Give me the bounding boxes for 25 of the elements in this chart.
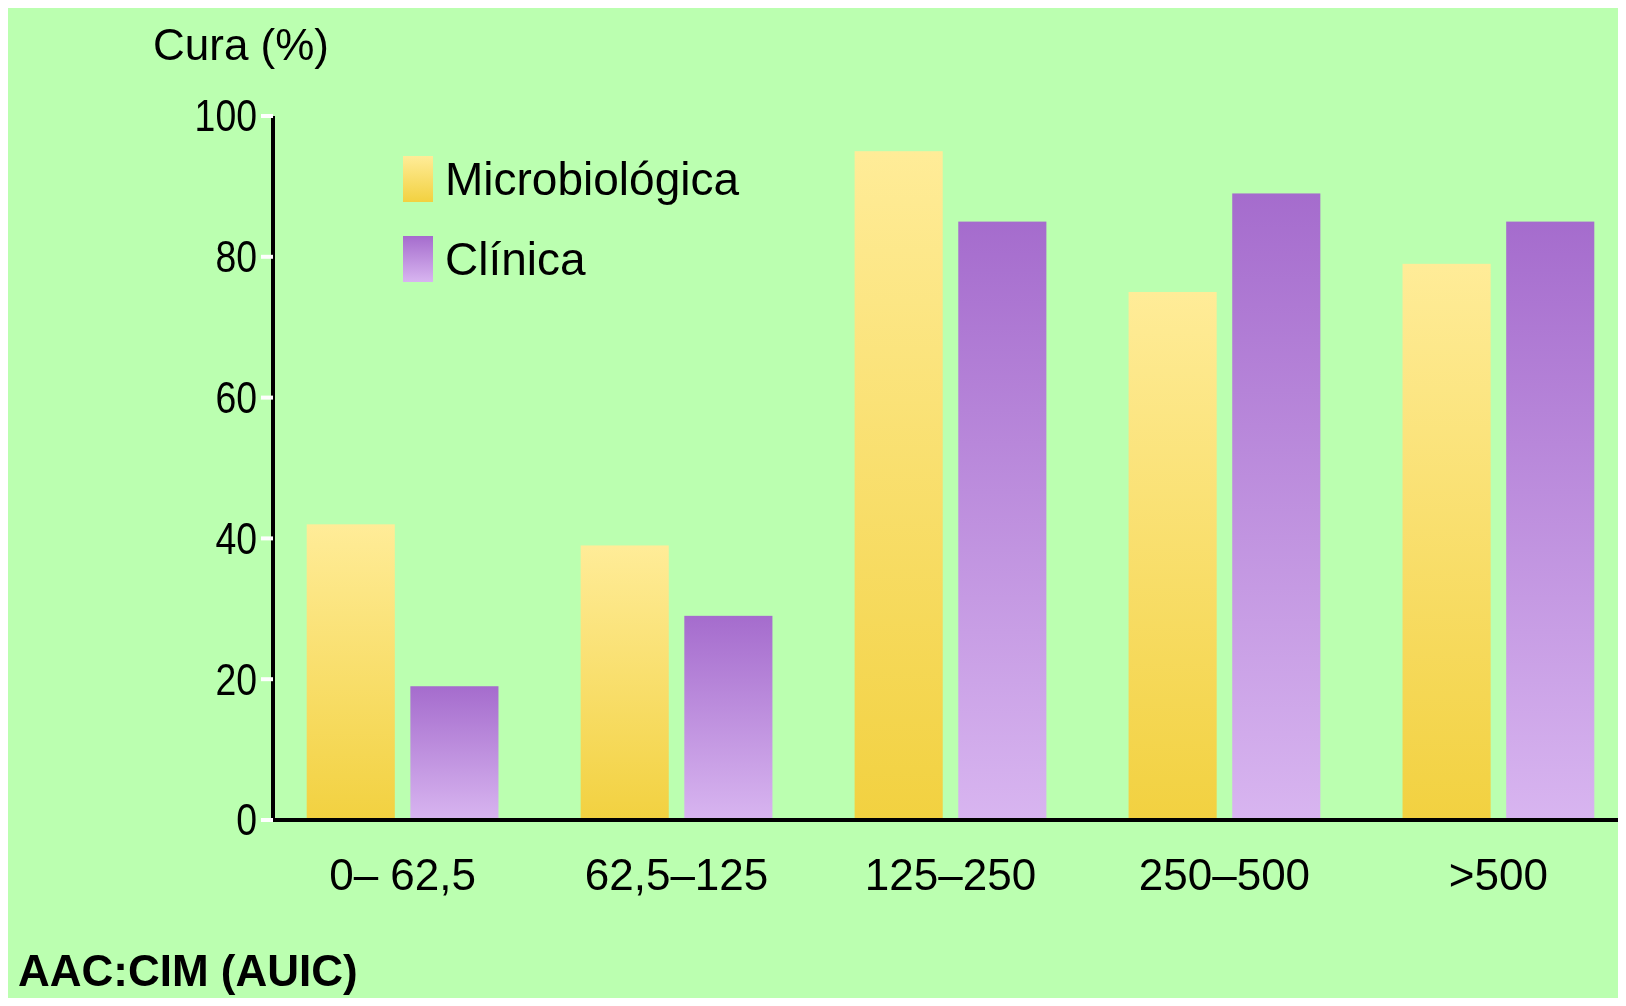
y-axis-title: Cura (%)	[153, 20, 330, 69]
x-tick-label: 0– 62,5	[329, 850, 476, 899]
y-tick-label: 100	[194, 91, 257, 142]
bar	[958, 221, 1047, 820]
y-tick-label: 80	[215, 232, 257, 282]
bar	[306, 524, 395, 820]
bar	[1128, 292, 1217, 820]
bar	[1402, 263, 1491, 820]
x-axis-title: AAC:CIM (AUIC)	[18, 946, 358, 995]
bar	[1232, 193, 1321, 820]
y-tick-label: 20	[215, 654, 257, 705]
y-tick-label: 60	[215, 373, 257, 423]
bar	[410, 686, 499, 820]
x-tick-label: 125–250	[864, 850, 1037, 899]
y-tick-label: 0	[236, 795, 257, 846]
legend-label: Microbiológica	[445, 153, 740, 206]
legend-label: Clínica	[445, 233, 587, 286]
x-tick-label: >500	[1448, 850, 1548, 899]
bar	[854, 151, 943, 820]
x-tick-label: 62,5–125	[584, 850, 769, 899]
x-tick-label: 250–500	[1138, 850, 1311, 899]
bar	[1506, 221, 1595, 820]
y-tick-label: 40	[215, 513, 257, 564]
bar	[684, 615, 773, 820]
bar	[580, 545, 669, 820]
